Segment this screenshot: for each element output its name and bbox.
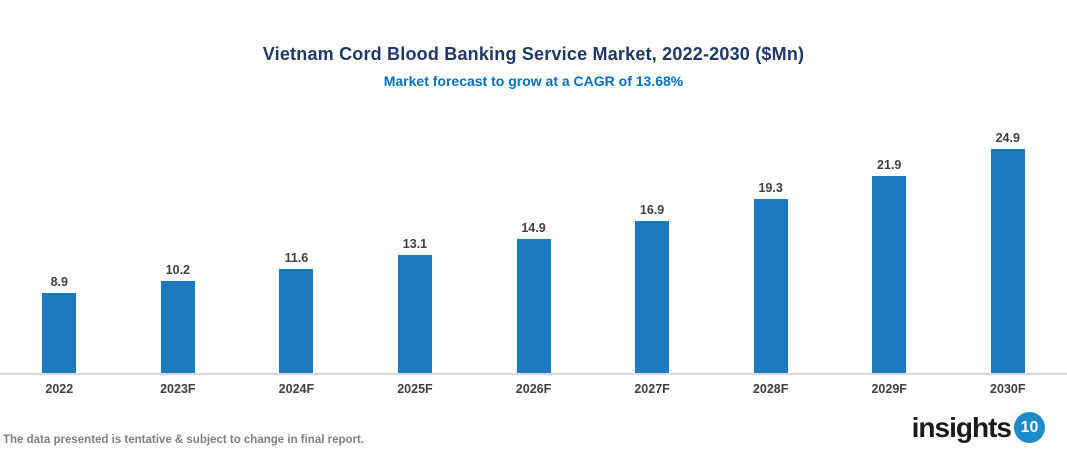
bar-2026F bbox=[516, 239, 551, 373]
bar-column-2029F: 21.9 bbox=[830, 123, 949, 373]
bar-value-label: 16.9 bbox=[639, 203, 665, 217]
x-axis-label-2030F: 2030F bbox=[990, 382, 1026, 396]
x-axis-label-2023F: 2023F bbox=[160, 382, 196, 396]
bar-column-2024F: 11.6 bbox=[237, 123, 356, 373]
x-axis-label-2025F: 2025F bbox=[397, 382, 433, 396]
footer-note: The data presented is tentative & subjec… bbox=[3, 434, 365, 446]
bar-value-label: 24.9 bbox=[995, 131, 1020, 145]
bar-2024F bbox=[279, 269, 314, 373]
bar-column-2030F: 24.9 bbox=[949, 123, 1067, 373]
bar-column-2027F: 16.9 bbox=[593, 123, 712, 373]
bar-value-label: 19.3 bbox=[758, 181, 783, 195]
bar-column-2025F: 13.1 bbox=[356, 123, 475, 373]
x-axis-line bbox=[0, 373, 1067, 375]
bar-value-label: 10.2 bbox=[165, 263, 191, 277]
insights10-logo: insights 10 bbox=[912, 412, 1045, 443]
bar-value-label: 8.9 bbox=[50, 275, 68, 289]
bar-2027F bbox=[635, 221, 670, 373]
logo-text: insights bbox=[911, 411, 1012, 443]
logo-circle-icon: 10 bbox=[1014, 412, 1045, 443]
x-axis-labels: 2022 2023F 2024F 2025F 2026F 2027F 2028F 2029F 2… bbox=[0, 382, 1067, 396]
bar-2028F bbox=[753, 199, 788, 373]
bar-2025F bbox=[397, 255, 432, 373]
chart-title: Vietnam Cord Blood Banking Service Marke… bbox=[262, 44, 805, 64]
bars-row: 8.9 10.2 11.6 13.1 14.9 16.9 19.3 21.9 24.9 bbox=[0, 123, 1067, 373]
bar-value-label: 13.1 bbox=[402, 237, 428, 251]
x-axis-label-2024F: 2024F bbox=[278, 382, 315, 396]
bar-value-label: 21.9 bbox=[877, 158, 902, 172]
bar-column-2023F: 10.2 bbox=[119, 123, 238, 373]
bar-2022 bbox=[42, 293, 77, 373]
bar-value-label: 11.6 bbox=[284, 251, 309, 265]
bar-2030F bbox=[990, 149, 1025, 373]
bar-value-label: 14.9 bbox=[521, 221, 546, 235]
chart-subtitle: Market forecast to grow at a CAGR of 13.… bbox=[383, 73, 684, 89]
x-axis-label-2026F: 2026F bbox=[515, 382, 552, 396]
bar-column-2022: 8.9 bbox=[0, 123, 119, 373]
x-axis-label-2027F: 2027F bbox=[634, 382, 670, 396]
bar-2029F bbox=[872, 176, 907, 373]
logo-badge: 10 bbox=[1020, 418, 1039, 436]
x-axis-label-2029F: 2029F bbox=[871, 382, 907, 396]
bar-2023F bbox=[160, 281, 195, 373]
bar-column-2028F: 19.3 bbox=[711, 123, 830, 373]
bar-column-2026F: 14.9 bbox=[474, 123, 593, 373]
x-axis-label-2028F: 2028F bbox=[752, 382, 789, 396]
x-axis-label-2022: 2022 bbox=[45, 382, 74, 396]
